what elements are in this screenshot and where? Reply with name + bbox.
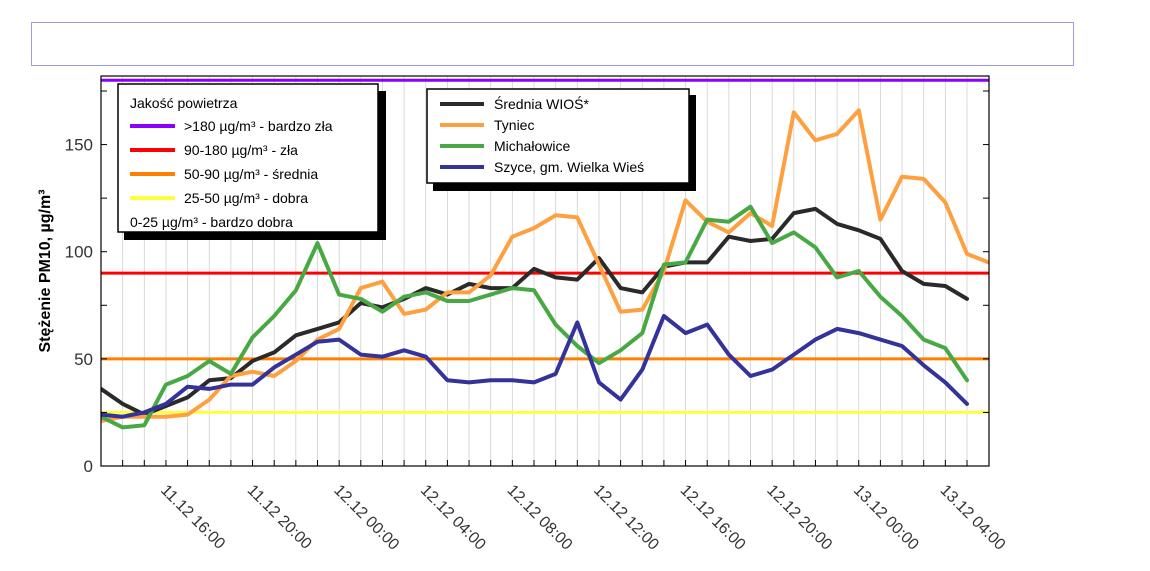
x-tick-label: 12.12 04:00 — [417, 482, 489, 554]
legend-series-label: Szyce, gm. Wielka Wieś — [494, 159, 644, 175]
legend-quality-title: Jakość powietrza — [130, 95, 238, 111]
title-box — [31, 22, 1074, 66]
legend-quality-label: 50-90 µg/m³ - średnia — [184, 166, 318, 182]
x-tick-label: 12.12 08:00 — [504, 482, 576, 554]
threshold-lines — [101, 78, 989, 414]
plot-frame — [100, 75, 990, 467]
y-axis-label: Stężenie PM10, µg/m³ — [37, 189, 54, 352]
legend-series-label: Średnia WIOŚ* — [494, 95, 589, 112]
y-tick-label: 0 — [84, 457, 93, 476]
x-tick-label: 11.12 16:00 — [157, 482, 228, 553]
series-line-1 — [101, 206, 969, 417]
series-lines — [101, 108, 989, 430]
y-tick-label: 50 — [74, 350, 93, 369]
legend-quality-label: 25-50 µg/m³ - dobra — [184, 190, 308, 206]
legend-series-label: Michałowice — [494, 138, 570, 154]
legend-quality-label: 90-180 µg/m³ - zła — [184, 142, 298, 158]
x-tick-label: 12.12 00:00 — [330, 482, 402, 554]
legend-air-quality: Jakość powietrza >180 µg/m³ - bardzo zła… — [117, 83, 386, 240]
x-tick-label: 13.12 04:00 — [937, 482, 1009, 554]
legend-quality-label: 0-25 µg/m³ - bardzo dobra — [130, 214, 293, 230]
legend-series: Średnia WIOŚ* Tyniec Michałowice Szyce, gm.… — [426, 88, 696, 191]
x-tick-label: 12.12 12:00 — [590, 482, 662, 554]
x-tick-label: 12.12 20:00 — [763, 482, 835, 554]
y-tick-label: 150 — [65, 136, 93, 155]
legend-quality-label: >180 µg/m³ - bardzo zła — [184, 118, 333, 134]
series-line-2 — [101, 108, 989, 423]
x-tick-label: 12.12 16:00 — [677, 482, 749, 554]
x-tick-label: 11.12 20:00 — [244, 482, 315, 553]
y-tick-label: 100 — [65, 243, 93, 262]
series-line-3 — [101, 204, 969, 430]
series-line-4 — [101, 314, 969, 419]
legend-series-label: Tyniec — [494, 117, 534, 133]
x-tick-label: 13.12 00:00 — [850, 482, 922, 554]
